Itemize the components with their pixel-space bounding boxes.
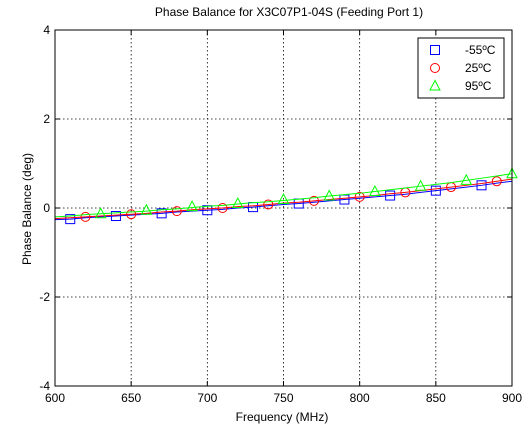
data-point bbox=[476, 180, 487, 191]
data-point bbox=[156, 208, 167, 219]
legend-marker bbox=[430, 63, 440, 73]
data-point bbox=[186, 200, 198, 212]
legend-label: -55ºC bbox=[465, 43, 496, 57]
series-line bbox=[54, 173, 513, 218]
data-point bbox=[231, 196, 244, 209]
data-point bbox=[110, 211, 121, 222]
chart-title: Phase Balance for X3C07P1-04S (Feeding P… bbox=[155, 5, 423, 19]
data-point bbox=[217, 203, 228, 213]
legend: -55ºC 25ºC 95ºC bbox=[417, 37, 505, 99]
data-point bbox=[323, 189, 336, 201]
x-tick-label: 900 bbox=[502, 391, 522, 405]
y-tick-label: -4 bbox=[39, 379, 50, 393]
x-tick-label: 600 bbox=[45, 391, 65, 405]
legend-marker bbox=[429, 79, 441, 91]
axis-ticks: 600 650 700 750 800 850 900 -4 -2 0 2 4 bbox=[39, 23, 522, 405]
data-point bbox=[369, 184, 381, 197]
y-tick-label: -2 bbox=[39, 290, 50, 304]
x-tick-label: 750 bbox=[273, 391, 293, 405]
data-point bbox=[171, 206, 182, 217]
y-tick-label: 2 bbox=[43, 112, 50, 126]
legend-label: 95ºC bbox=[465, 79, 492, 93]
x-axis-label: Frequency (MHz) bbox=[236, 410, 329, 424]
data-point bbox=[126, 209, 137, 220]
data-point bbox=[263, 199, 274, 210]
data-point bbox=[385, 190, 396, 201]
legend-label: 25ºC bbox=[465, 61, 492, 75]
data-point bbox=[354, 191, 365, 202]
data-point bbox=[308, 195, 319, 206]
x-tick-label: 650 bbox=[121, 391, 141, 405]
y-tick-label: 0 bbox=[43, 201, 50, 215]
data-point bbox=[430, 185, 441, 196]
data-point bbox=[140, 203, 153, 215]
x-tick-label: 800 bbox=[350, 391, 370, 405]
x-tick-label: 850 bbox=[426, 391, 446, 405]
data-point bbox=[94, 207, 107, 219]
grid bbox=[55, 30, 512, 386]
data-point bbox=[491, 176, 502, 187]
legend-marker bbox=[430, 45, 440, 55]
data-point bbox=[460, 173, 473, 185]
y-tick-label: 4 bbox=[43, 23, 50, 37]
data-point bbox=[80, 211, 91, 222]
data-point bbox=[414, 179, 427, 191]
data-point bbox=[65, 214, 76, 225]
series-line bbox=[54, 180, 513, 221]
legend-box bbox=[417, 37, 505, 99]
x-tick-label: 700 bbox=[197, 391, 217, 405]
series-group bbox=[54, 167, 518, 225]
data-point bbox=[277, 192, 290, 205]
y-axis-label: Phase Balance (deg) bbox=[20, 153, 34, 265]
